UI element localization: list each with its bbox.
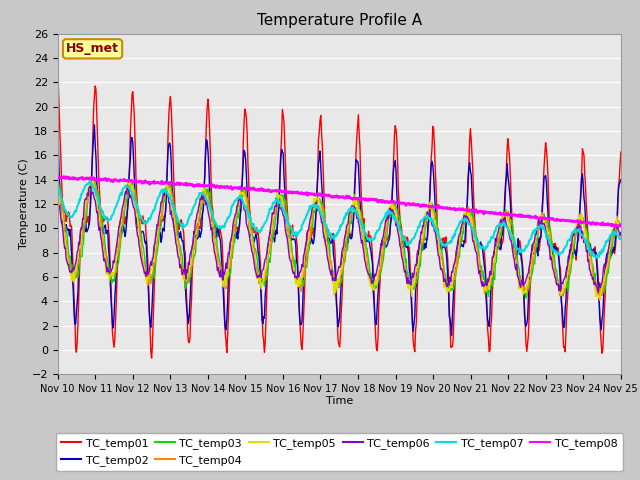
- Legend: TC_temp01, TC_temp02, TC_temp03, TC_temp04, TC_temp05, TC_temp06, TC_temp07, TC_: TC_temp01, TC_temp02, TC_temp03, TC_temp…: [56, 433, 623, 471]
- X-axis label: Time: Time: [326, 396, 353, 406]
- Y-axis label: Temperature (C): Temperature (C): [19, 158, 29, 250]
- Text: HS_met: HS_met: [66, 42, 119, 55]
- Title: Temperature Profile A: Temperature Profile A: [257, 13, 422, 28]
